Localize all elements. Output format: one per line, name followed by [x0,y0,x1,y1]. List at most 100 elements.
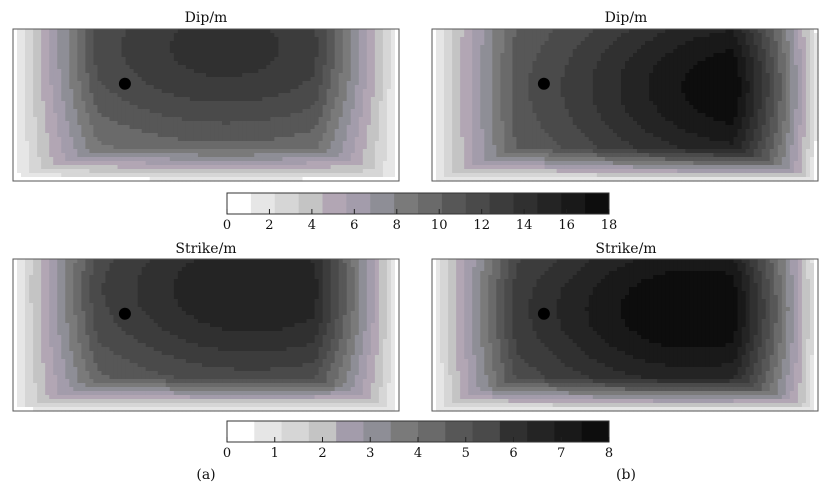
heatmap-cell [508,53,514,58]
heatmap-cell [378,77,384,82]
heatmap-cell [472,29,477,34]
heatmap-cell [165,109,171,114]
heatmap-cell [262,153,267,158]
heatmap-cell [637,29,642,34]
heatmap-cell [298,69,304,74]
heatmap-cell [773,61,779,66]
heatmap-cell [226,133,231,138]
heatmap-cell [242,165,247,170]
heatmap-cell [310,61,316,66]
heatmap-cell [230,109,235,114]
heatmap-cell [274,157,279,162]
heatmap-cell [193,149,199,154]
heatmap-cell [238,141,243,146]
heatmap-cell [322,57,328,62]
heatmap-cell [129,37,135,42]
heatmap-cell [290,49,296,54]
heatmap-cell [37,41,42,46]
heatmap-cell [797,33,803,38]
heatmap-cell [797,73,803,78]
heatmap-cell [230,141,235,146]
heatmap-cell [121,105,127,110]
heatmap-cell [45,33,50,38]
heatmap-cell [185,73,191,78]
heatmap-cell [394,109,400,114]
heatmap-cell [456,61,461,66]
heatmap-cell [504,33,509,38]
heatmap-cell [629,77,634,82]
heatmap-cell [97,133,103,138]
heatmap-cell [633,49,638,54]
heatmap-cell [741,69,747,74]
heatmap-cell [137,37,143,42]
heatmap-cell [761,29,767,34]
heatmap-cell [298,141,304,146]
heatmap-cell [773,33,779,38]
heatmap-cell [189,93,195,98]
heatmap-cell [701,77,707,82]
heatmap-cell [556,37,562,42]
heatmap-cell [61,129,66,134]
heatmap-cell [214,77,219,82]
heatmap-cell [741,29,747,34]
heatmap-cell [185,149,191,154]
heatmap-cell [717,69,723,74]
heatmap-cell [258,153,263,158]
heatmap-cell [173,161,179,166]
heatmap-cell [350,89,356,94]
heatmap-cell [234,85,239,90]
heatmap-cell [77,49,82,54]
heatmap-cell [440,69,445,74]
heatmap-cell [113,113,119,118]
heatmap-cell [77,109,82,114]
heatmap-cell [69,161,74,166]
heatmap-cell [350,157,356,162]
heatmap-cell [13,165,18,170]
heatmap-cell [246,105,251,110]
heatmap-cell [197,97,203,102]
heatmap-cell [528,53,534,58]
heatmap-cell [282,137,288,142]
heatmap-cell [161,177,167,182]
heatmap-cell [448,41,453,46]
heatmap-cell [73,61,78,66]
heatmap-cell [242,101,247,106]
heatmap-cell [133,61,139,66]
heatmap-cell [745,49,751,54]
heatmap-cell [242,33,247,38]
heatmap-cell [89,121,95,126]
heatmap-cell [93,121,99,126]
heatmap-cell [560,29,566,34]
heatmap-cell [697,29,702,34]
heatmap-cell [286,141,292,146]
heatmap-cell [173,109,179,114]
heatmap-cell [266,69,271,74]
heatmap-cell [452,49,457,54]
heatmap-cell [322,165,328,170]
heatmap-cell [390,105,396,110]
heatmap-cell [346,73,352,78]
heatmap-cell [81,45,86,50]
heatmap-cell [57,53,62,58]
heatmap-cell [270,141,275,146]
heatmap-cell [234,33,239,38]
heatmap-cell [169,69,175,74]
heatmap-cell [600,53,606,58]
heatmap-cell [326,97,332,102]
heatmap-cell [137,41,143,46]
heatmap-cell [189,81,195,86]
heatmap-cell [444,73,449,78]
heatmap-cell [234,161,239,166]
heatmap-cell [346,45,352,50]
heatmap-cell [89,177,95,182]
heatmap-cell [649,41,654,46]
heatmap-cell [278,169,283,174]
heatmap-cell [649,33,654,38]
heatmap-cell [33,149,38,154]
heatmap-cell [584,53,590,58]
heatmap-cell [149,113,155,118]
heatmap-cell [218,65,223,70]
heatmap-cell [177,137,183,142]
heatmap-cell [444,41,449,46]
heatmap-cell [165,145,171,150]
